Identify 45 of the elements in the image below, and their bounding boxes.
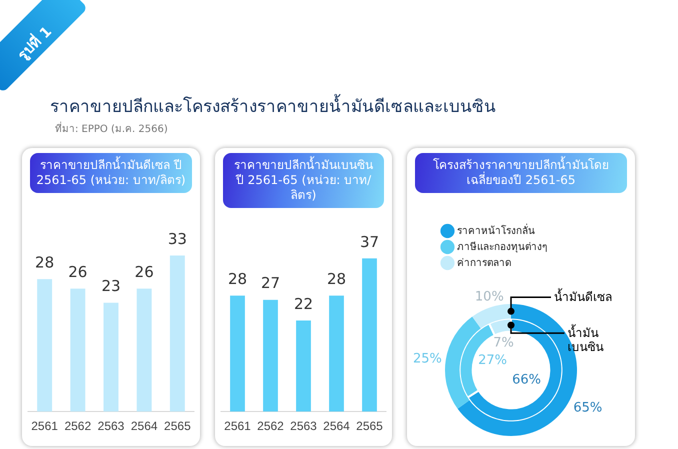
data-label: 25%: [412, 351, 442, 366]
x-tick-label: 2563: [290, 419, 318, 434]
bar: [37, 279, 52, 412]
x-tick-label: 2562: [64, 419, 92, 434]
data-label: 23: [101, 277, 121, 296]
text: ราคาขายปลีกและโครงสร้างราคาขายน้ำมันดีเซลและเบนซิน: [50, 93, 496, 119]
slice-label: น้ำมันดีเซล: [554, 290, 612, 304]
bar: [170, 255, 185, 412]
data-label: 37: [360, 232, 380, 251]
bar: [70, 288, 86, 412]
data-label: 27: [260, 274, 280, 292]
data-label: 28: [35, 254, 54, 272]
x-tick-label: 2564: [323, 419, 350, 434]
data-label: 28: [228, 270, 248, 288]
bar: [136, 288, 152, 412]
legend-label: ภาษีและกองทุนต่างๆ: [457, 240, 547, 253]
bar: [263, 300, 278, 412]
data-label: 26: [68, 262, 88, 281]
x-tick-label: 2562: [257, 419, 284, 434]
bar: [329, 296, 344, 412]
x-tick-label: 2564: [130, 419, 158, 434]
chart-title: ราคาขายปลีกน้ำมันเบนซิน ปี 2561-65 (หน่วย: บาท/ลิตร): [223, 153, 384, 208]
x-tick-label: 2561: [224, 419, 252, 434]
x-tick-label: 2565: [356, 419, 384, 434]
bar: [362, 258, 377, 412]
bar: [230, 296, 245, 412]
bar: [104, 302, 118, 412]
chart-title: ราคาขายปลีกน้ำมันดีเซล ปี 2561-65 (หน่วย: บาท/ลิตร): [30, 153, 192, 193]
data-label: 22: [294, 294, 314, 313]
legend-label: ราคาหน้าโรงกลั่น: [457, 222, 535, 237]
data-label: 10%: [474, 289, 504, 304]
data-label: 65%: [573, 400, 602, 416]
x-tick-label: 2563: [98, 419, 125, 434]
data-label: 28: [326, 270, 346, 288]
x-tick-label: 2565: [164, 419, 192, 434]
bar: [296, 320, 311, 412]
data-label: 33: [168, 230, 187, 248]
data-label: 26: [134, 262, 154, 281]
chart-title: โครงสร้างราคาขายปลีกน้ำมันโดยเฉลี่ยของปี 2561-65: [415, 153, 627, 193]
text: ที่มา: EPPO (ม.ค. 2566): [55, 121, 168, 136]
data-label: 66%: [512, 372, 542, 388]
legend-label: ค่าการตลาด: [457, 258, 511, 269]
x-tick-label: 2561: [31, 419, 58, 434]
data-label: 27%: [478, 352, 507, 368]
data-label: 7%: [493, 335, 514, 350]
